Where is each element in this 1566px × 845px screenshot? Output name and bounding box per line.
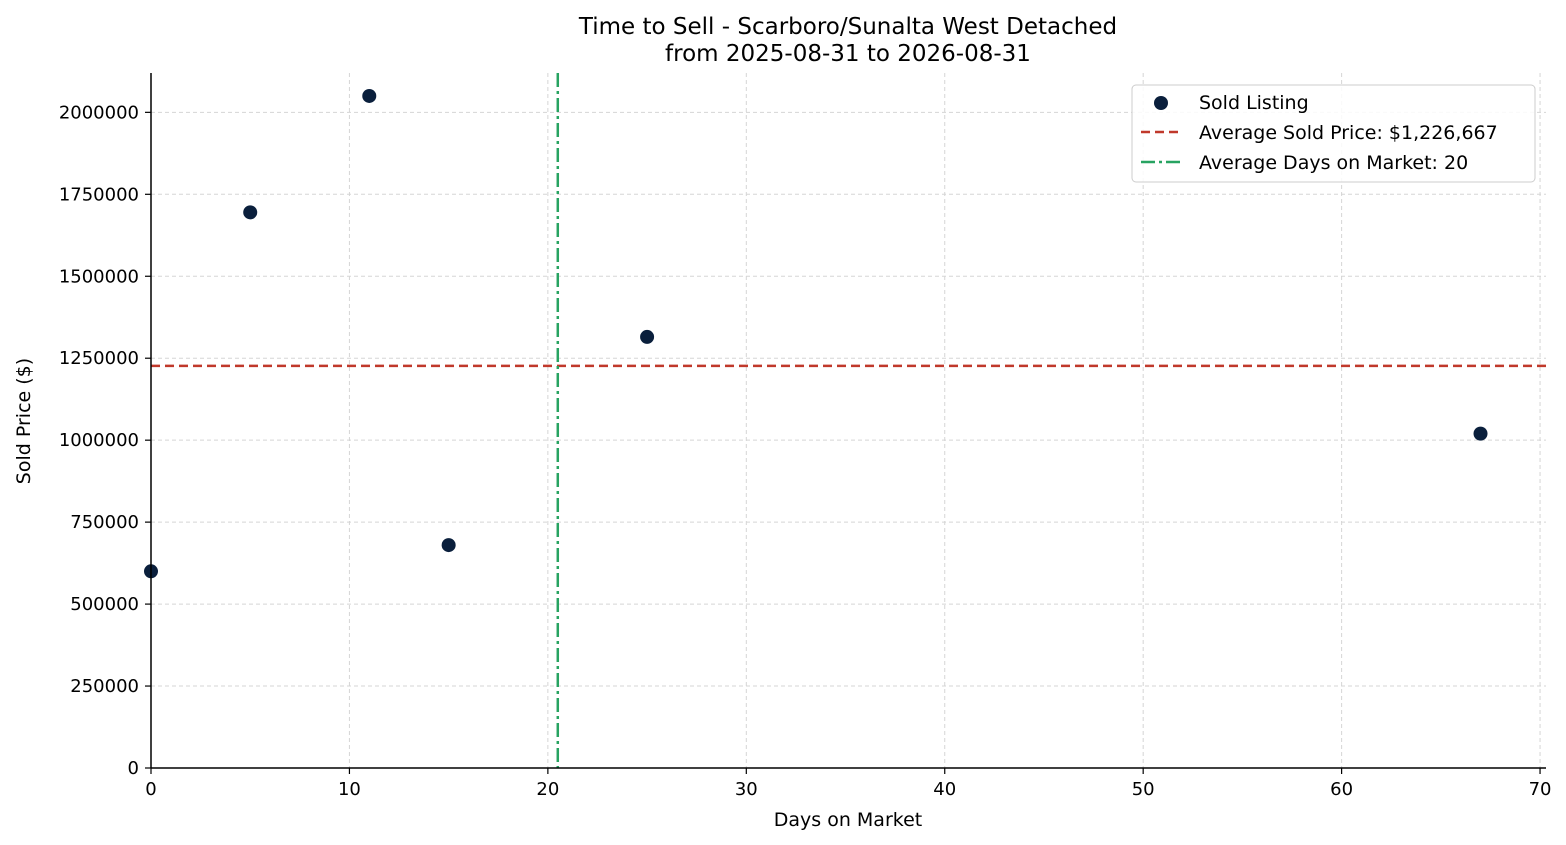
data-point bbox=[441, 538, 456, 553]
y-tick-label: 250000 bbox=[70, 676, 139, 697]
data-point bbox=[640, 329, 655, 344]
x-axis-label: Days on Market bbox=[774, 809, 922, 831]
legend: Sold Listing Average Sold Price: $1,226,… bbox=[1131, 84, 1536, 183]
legend-box bbox=[1131, 84, 1536, 183]
x-tick-label: 10 bbox=[338, 779, 361, 800]
grid bbox=[151, 73, 1546, 768]
x-tick-label: 30 bbox=[735, 779, 758, 800]
x-tick-label: 70 bbox=[1529, 779, 1552, 800]
x-tick-label: 50 bbox=[1132, 779, 1155, 800]
axes bbox=[150, 73, 1546, 769]
y-tick-label: 0 bbox=[128, 758, 139, 779]
y-tick-label: 1000000 bbox=[59, 430, 139, 451]
legend-label-sold-listing: Sold Listing bbox=[1199, 92, 1309, 114]
y-tick-label: 500000 bbox=[70, 594, 139, 615]
chart-title-line1: Time to Sell - Scarboro/Sunalta West Det… bbox=[578, 14, 1117, 40]
x-tick-label: 60 bbox=[1330, 779, 1353, 800]
y-tick-label: 1750000 bbox=[59, 184, 139, 205]
data-point bbox=[243, 205, 258, 220]
data-point bbox=[362, 88, 377, 103]
x-ticks: 0 10 20 30 40 50 60 70 bbox=[145, 768, 1552, 800]
x-tick-label: 40 bbox=[933, 779, 956, 800]
chart-title-line2: from 2025-08-31 to 2026-08-31 bbox=[665, 41, 1031, 67]
y-tick-label: 750000 bbox=[70, 512, 139, 533]
x-tick-label: 20 bbox=[536, 779, 559, 800]
y-tick-label: 1250000 bbox=[59, 348, 139, 369]
y-ticks: 0 250000 500000 750000 1000000 1250000 1500000… bbox=[59, 102, 151, 779]
y-axis-label: Sold Price ($) bbox=[13, 358, 35, 484]
y-tick-label: 1500000 bbox=[59, 266, 139, 287]
x-tick-label: 0 bbox=[145, 779, 156, 800]
legend-marker-sold-listing bbox=[1154, 96, 1168, 110]
reference-lines bbox=[151, 73, 1546, 768]
data-point bbox=[1473, 426, 1488, 441]
y-tick-label: 2000000 bbox=[59, 102, 139, 123]
legend-label-avg-days: Average Days on Market: 20 bbox=[1199, 152, 1468, 174]
data-points bbox=[144, 88, 1488, 579]
legend-label-avg-price: Average Sold Price: $1,226,667 bbox=[1199, 122, 1498, 144]
